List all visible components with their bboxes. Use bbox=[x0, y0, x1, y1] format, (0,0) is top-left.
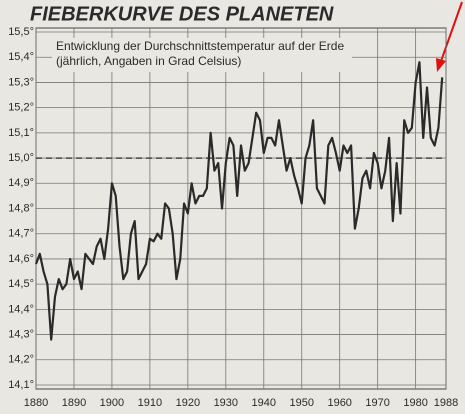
x-tick-label: 1960 bbox=[327, 397, 351, 409]
subtitle: Entwicklung der Durchschnittstemperatur … bbox=[56, 39, 344, 53]
y-tick-label: 14,9° bbox=[8, 177, 34, 189]
x-tick-label: 1930 bbox=[214, 397, 238, 409]
y-tick-label: 14,6° bbox=[8, 253, 34, 265]
y-tick-label: 14,8° bbox=[8, 202, 34, 214]
x-tick-label: 1910 bbox=[138, 397, 162, 409]
data-line bbox=[34, 61, 444, 341]
x-tick-label: 1880 bbox=[24, 397, 48, 409]
y-tick-label: 15,1° bbox=[8, 127, 34, 139]
x-tick-label: 1950 bbox=[289, 397, 313, 409]
subtitle: (jährlich, Angaben in Grad Celsius) bbox=[56, 54, 241, 68]
y-tick-label: 14,2° bbox=[8, 354, 34, 366]
y-tick-label: 14,7° bbox=[8, 228, 34, 240]
x-tick-label: 1900 bbox=[100, 397, 124, 409]
y-tick-label: 15,0° bbox=[8, 152, 34, 164]
subtitle-box bbox=[52, 38, 352, 72]
arrow bbox=[439, 1, 463, 65]
y-tick-label: 15,2° bbox=[8, 102, 34, 114]
arrow-head bbox=[436, 58, 446, 72]
y-tick-label: 14,1° bbox=[8, 379, 34, 391]
y-tick-label: 14,3° bbox=[8, 328, 34, 340]
x-tick-label: 1980 bbox=[403, 397, 427, 409]
x-tick-label: 1920 bbox=[176, 397, 200, 409]
x-tick-label: 1940 bbox=[252, 397, 276, 409]
chart-title: FIEBERKURVE DES PLANETEN bbox=[30, 3, 334, 25]
x-tick-label: 1890 bbox=[62, 397, 86, 409]
y-tick-label: 14,4° bbox=[8, 303, 34, 315]
y-tick-label: 15,3° bbox=[8, 76, 34, 88]
x-tick-label: 1970 bbox=[365, 397, 389, 409]
y-tick-label: 14,5° bbox=[8, 278, 34, 290]
y-tick-label: 15,5° bbox=[8, 26, 34, 38]
y-tick-label: 15,4° bbox=[8, 51, 34, 63]
x-tick-label: 1988 bbox=[434, 397, 458, 409]
